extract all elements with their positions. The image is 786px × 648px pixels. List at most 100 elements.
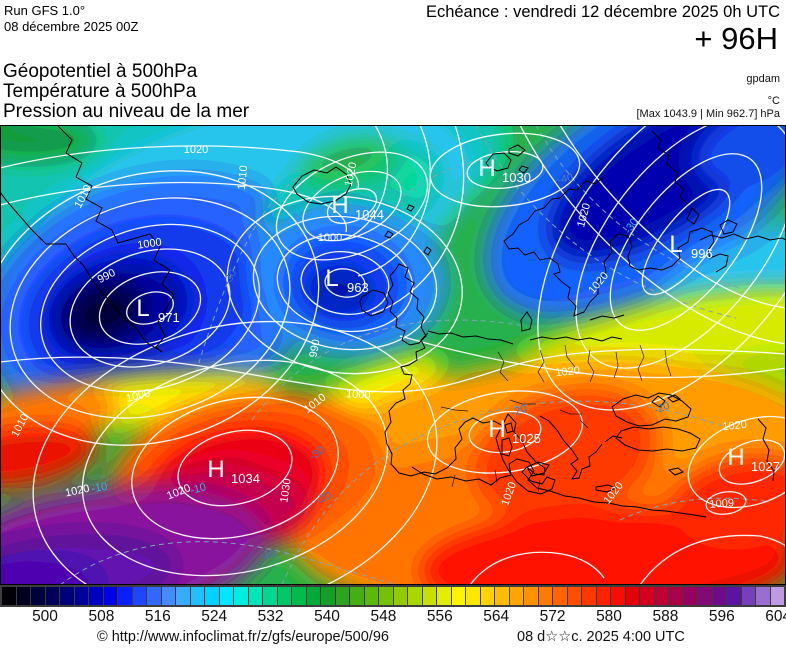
colorbar-cell — [465, 587, 480, 605]
colorbar-cell — [233, 587, 248, 605]
colorbar-cell — [305, 587, 320, 605]
center-value: 1030 — [502, 170, 531, 185]
colorbar-cell — [131, 587, 146, 605]
colorbar-cell — [624, 587, 639, 605]
colorbar-cell — [566, 587, 581, 605]
colorbar-cell — [537, 587, 552, 605]
colorbar-cell — [479, 587, 494, 605]
colorbar-tick-labels: 500 508 516 524 532 540 548 556 564 572 580 588 596 6… — [0, 608, 786, 628]
center-letter: L — [669, 231, 682, 258]
coastline-scandinavia — [503, 176, 729, 317]
colorbar-tick-label: 540 — [314, 608, 340, 625]
colorbar-cell — [262, 587, 277, 605]
colorbar-cell — [740, 587, 755, 605]
colorbar-tick-label: 524 — [201, 608, 228, 625]
colorbar-cell — [102, 587, 117, 605]
coastline-caspian — [757, 418, 775, 482]
footer-datetime: 08 d☆☆c. 2025 4:00 UTC — [517, 629, 685, 645]
colorbar-cell — [668, 587, 683, 605]
temp-label: -20 — [652, 400, 671, 417]
colorbar-cell — [175, 587, 190, 605]
center-letter: H — [331, 192, 348, 219]
colorbar-cell — [160, 587, 175, 605]
field-blob — [693, 125, 786, 187]
press-label: 1020 — [555, 365, 581, 379]
coastline-continent-north — [427, 330, 623, 345]
colorbar-cell — [146, 587, 161, 605]
colorbar-cell — [595, 587, 610, 605]
isobar-line — [519, 125, 786, 345]
center-letter: H — [478, 155, 495, 182]
weather-map: 1020 1010 1010 1000 990 1000 1020 990 1000 1010 10… — [0, 125, 786, 585]
colorbar-tick-label: 508 — [88, 608, 115, 625]
center-value: 996 — [691, 246, 713, 261]
colorbar-cell — [189, 587, 204, 605]
model-run-line1: Run GFS 1.0° — [4, 3, 86, 18]
colorbar-cell — [73, 587, 88, 605]
field-blob — [0, 125, 100, 165]
press-label: 1020 — [722, 419, 748, 433]
colorbar-cell — [30, 587, 45, 605]
country-borders — [440, 344, 672, 493]
colorbar-cell — [653, 587, 668, 605]
isotherm-line — [475, 125, 737, 319]
coastline-balkans-greece — [539, 415, 623, 493]
isotherm-line — [251, 319, 525, 421]
colorbar-cell — [363, 587, 378, 605]
geopotential-colorbar — [0, 585, 786, 607]
temp-label: -20 — [314, 490, 333, 507]
temp-label: -10 — [189, 481, 207, 497]
coastline-italy — [495, 413, 556, 495]
colorbar-tick-label: 572 — [539, 608, 566, 625]
colorbar-cell — [392, 587, 407, 605]
pressure-center-layer: L 971 L 963 H 1044 H 1030 L 996 H 1034 H 1025 H 1027 — [136, 155, 780, 486]
field-blob — [301, 137, 395, 187]
colorbar-cell — [769, 587, 784, 605]
colorbar-cell — [334, 587, 349, 605]
coastline-svalbard — [384, 144, 529, 239]
colorbar-tick-label: 564 — [483, 608, 510, 625]
model-run-line2: 08 décembre 2025 00Z — [4, 19, 139, 34]
colorbar-tick-label: 596 — [708, 608, 735, 625]
isobar-line — [341, 125, 389, 241]
colorbar-cell — [276, 587, 291, 605]
isobar-rings-H1027 — [687, 415, 786, 509]
colorbar-cell — [407, 587, 422, 605]
colorbar-cell — [117, 587, 132, 605]
colorbar-cell — [755, 587, 770, 605]
isobar-line — [371, 125, 465, 315]
colorbar-cell — [247, 587, 262, 605]
isobar-line — [469, 551, 605, 585]
colorbar-tick-label: 532 — [257, 608, 284, 625]
center-letter: H — [488, 416, 505, 443]
field-title-pressure: Pression au niveau de la mer — [3, 101, 250, 122]
colorbar-cell — [421, 587, 436, 605]
center-value: 1027 — [751, 459, 780, 474]
field-blob — [308, 264, 372, 316]
colorbar-cell — [711, 587, 726, 605]
isotherm-line — [619, 497, 771, 521]
isobar-line — [399, 335, 786, 379]
pressure-minmax-label: [Max 1043.9 | Min 962.7] hPa — [636, 108, 781, 120]
coastline-denmark-baltic — [520, 311, 625, 332]
colorbar-tick-label: 580 — [596, 608, 622, 625]
colorbar-cell — [523, 587, 538, 605]
colorbar-cell — [59, 587, 74, 605]
isobar-contours — [0, 125, 786, 585]
center-value: 971 — [158, 310, 180, 325]
press-label: 1020 — [343, 161, 360, 187]
colorbar-cell — [44, 587, 59, 605]
coastline-black-sea — [611, 392, 692, 427]
field-title-geopotential: Géopotentiel à 500hPa — [3, 61, 198, 82]
isobar-ring-1009 — [705, 491, 747, 515]
colorbar-cell — [610, 587, 625, 605]
press-label: 1000 — [346, 388, 371, 402]
coastline-greenland — [0, 125, 175, 353]
field-blob — [472, 389, 658, 521]
center-value: 963 — [347, 280, 369, 295]
isotherm-line — [535, 125, 741, 289]
colorbar-cell — [204, 587, 219, 605]
coastline-britain — [387, 246, 432, 346]
coastline-iceland — [292, 166, 352, 205]
temp-label: -40 — [556, 172, 574, 187]
